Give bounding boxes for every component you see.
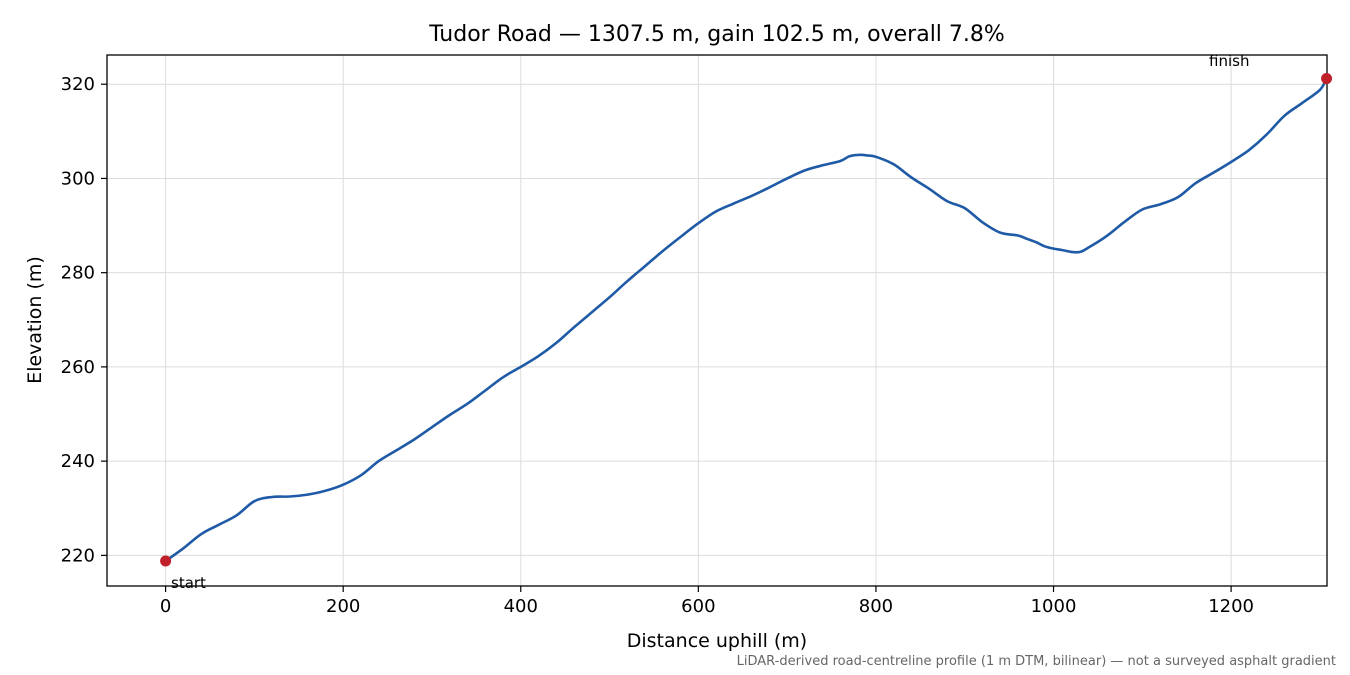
y-tick-label: 280 [61, 263, 95, 284]
elevation-line [164, 77, 1328, 563]
x-tick-label: 800 [859, 596, 893, 617]
y-tick-label: 240 [61, 451, 95, 472]
start-annotation: start [171, 574, 206, 592]
x-tick-label: 200 [326, 596, 360, 617]
plot-area [106, 54, 1328, 587]
endpoint-markers [160, 73, 1333, 567]
y-tick-label: 220 [61, 545, 95, 566]
chart-title: Tudor Road — 1307.5 m, gain 102.5 m, ove… [428, 22, 1005, 47]
x-tick-label: 400 [504, 596, 538, 617]
y-tick-label: 320 [61, 74, 95, 95]
x-tick-label: 1000 [1031, 596, 1077, 617]
x-tick-label: 1200 [1208, 596, 1254, 617]
x-axis: 0 200 400 600 800 1000 1200 [160, 586, 1254, 617]
grid-lines [107, 55, 1327, 586]
x-tick-label: 600 [681, 596, 715, 617]
x-tick-label: 0 [160, 596, 171, 617]
footnote: LiDAR-derived road-centreline profile (1… [737, 654, 1336, 669]
y-axis: 220 240 260 280 300 320 [61, 74, 107, 566]
finish-annotation: finish [1209, 52, 1249, 70]
start-marker [160, 555, 172, 567]
y-tick-label: 300 [61, 168, 95, 189]
y-axis-label: Elevation (m) [24, 256, 46, 384]
finish-marker [1321, 73, 1333, 85]
y-tick-label: 260 [61, 357, 95, 378]
x-axis-label: Distance uphill (m) [627, 630, 807, 652]
